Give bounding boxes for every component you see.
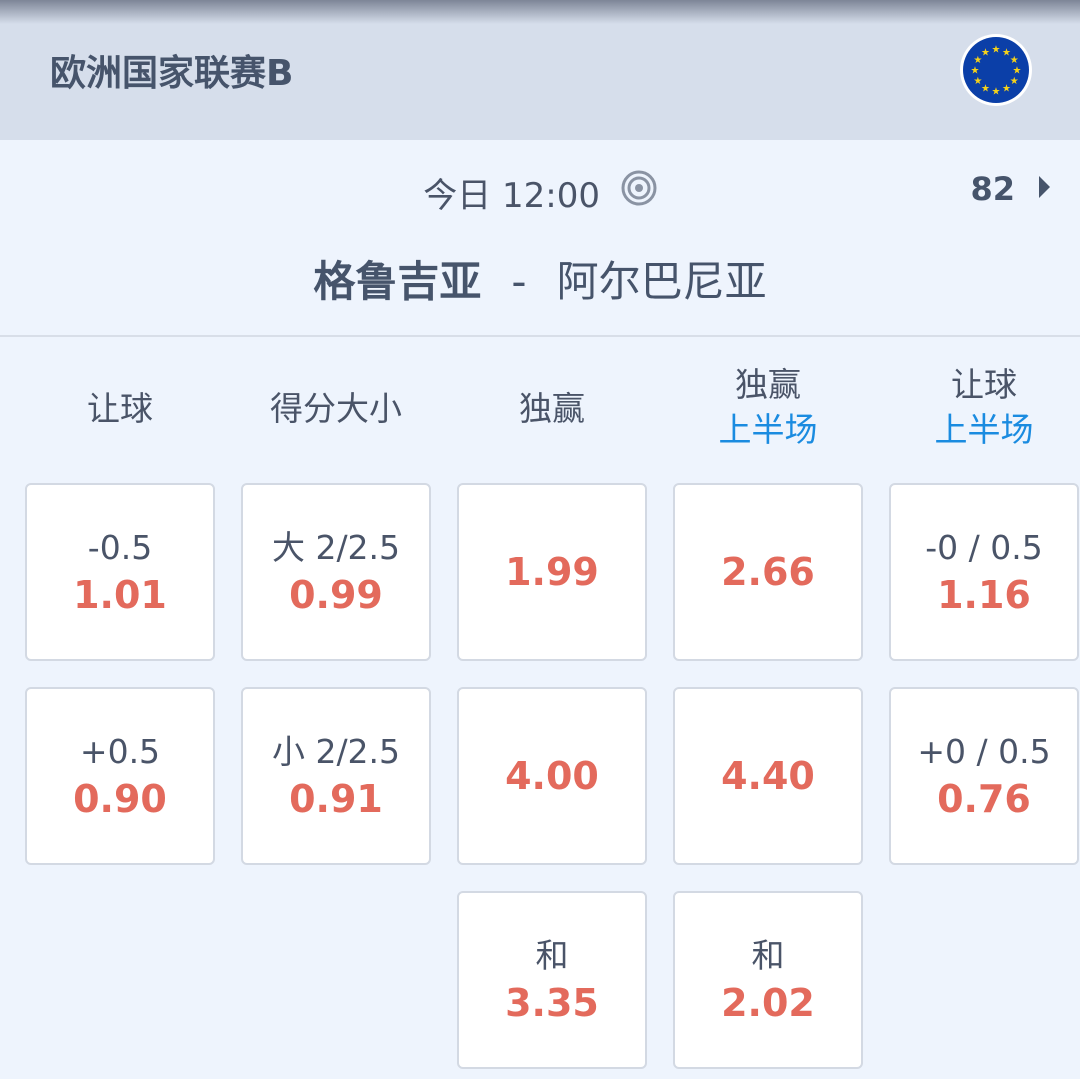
odds-button[interactable]: 1.99	[457, 483, 647, 661]
status-shadow	[0, 0, 1080, 24]
match-teams: 格鲁吉亚 - 阿尔巴尼亚	[0, 248, 1080, 309]
odds-label: 小 2/2.5	[271, 732, 401, 771]
column-subtitle: 上半场	[934, 410, 1034, 449]
odds-button[interactable]: 和 3.35	[457, 891, 647, 1069]
odds-label: +0.5	[79, 732, 161, 771]
odds-label: -0 / 0.5	[925, 528, 1043, 567]
column-header: 独赢	[444, 386, 660, 431]
column-header: 让球	[12, 386, 228, 431]
flag-star: ★	[1013, 66, 1022, 77]
team-separator: -	[511, 257, 527, 306]
column-header: 得分大小	[228, 386, 444, 431]
odds-button[interactable]: 小 2/2.5 0.91	[241, 687, 431, 865]
odds-button[interactable]: 4.00	[457, 687, 647, 865]
flag-star: ★	[981, 47, 990, 58]
live-target-icon	[621, 170, 657, 215]
column-header: 让球 上半场	[876, 362, 1080, 452]
odds-button[interactable]: -0.5 1.01	[25, 483, 215, 661]
more-markets-button[interactable]: 82	[970, 170, 1050, 208]
odds-value: 1.01	[73, 573, 167, 617]
column-header: 独赢 上半场	[660, 362, 876, 452]
odds-button[interactable]: +0 / 0.5 0.76	[889, 687, 1079, 865]
odds-value: 0.99	[289, 573, 383, 617]
odds-label: 和	[535, 936, 569, 975]
chevron-right-icon	[1039, 176, 1050, 198]
flag-star: ★	[1002, 47, 1011, 58]
column-subtitle: 上半场	[718, 410, 818, 449]
flag-star: ★	[992, 45, 1001, 56]
home-team: 格鲁吉亚	[313, 257, 482, 306]
odds-value: 1.16	[937, 573, 1031, 617]
flag-star: ★	[1010, 55, 1019, 66]
flag-star: ★	[992, 87, 1001, 98]
odds-button[interactable]: 大 2/2.5 0.99	[241, 483, 431, 661]
flag-star: ★	[981, 84, 990, 95]
flag-star: ★	[1002, 84, 1011, 95]
flag-star: ★	[971, 66, 980, 77]
odds-value: 4.40	[721, 754, 815, 798]
league-title: 欧洲国家联赛B	[50, 53, 294, 94]
odds-button[interactable]: +0.5 0.90	[25, 687, 215, 865]
column-title: 独赢	[735, 365, 801, 404]
column-title: 得分大小	[270, 389, 402, 428]
odds-value: 3.35	[505, 981, 599, 1025]
flag-star: ★	[973, 55, 982, 66]
match-time: 今日 12:00	[0, 168, 1080, 217]
odds-button[interactable]: 4.40	[673, 687, 863, 865]
eu-flag-icon: ★ ★ ★ ★ ★ ★ ★ ★ ★ ★ ★ ★	[960, 34, 1032, 106]
column-title: 独赢	[519, 389, 585, 428]
odds-value: 2.02	[721, 981, 815, 1025]
divider	[0, 335, 1080, 337]
odds-label: 大 2/2.5	[271, 528, 401, 567]
away-team: 阿尔巴尼亚	[556, 257, 767, 306]
odds-value: 1.99	[505, 550, 599, 594]
match-time-text: 今日 12:00	[423, 176, 600, 216]
column-title: 让球	[951, 365, 1017, 404]
odds-button[interactable]: 2.66	[673, 483, 863, 661]
flag-star: ★	[973, 76, 982, 87]
odds-value: 0.76	[937, 777, 1031, 821]
odds-value: 0.90	[73, 777, 167, 821]
odds-button[interactable]: 和 2.02	[673, 891, 863, 1069]
odds-label: +0 / 0.5	[917, 732, 1051, 771]
odds-value: 2.66	[721, 550, 815, 594]
odds-button[interactable]: -0 / 0.5 1.16	[889, 483, 1079, 661]
more-markets-count: 82	[970, 170, 1015, 208]
odds-label: 和	[751, 936, 785, 975]
odds-value: 4.00	[505, 754, 599, 798]
odds-value: 0.91	[289, 777, 383, 821]
odds-label: -0.5	[87, 528, 153, 567]
column-title: 让球	[87, 389, 153, 428]
flag-star: ★	[1010, 76, 1019, 87]
